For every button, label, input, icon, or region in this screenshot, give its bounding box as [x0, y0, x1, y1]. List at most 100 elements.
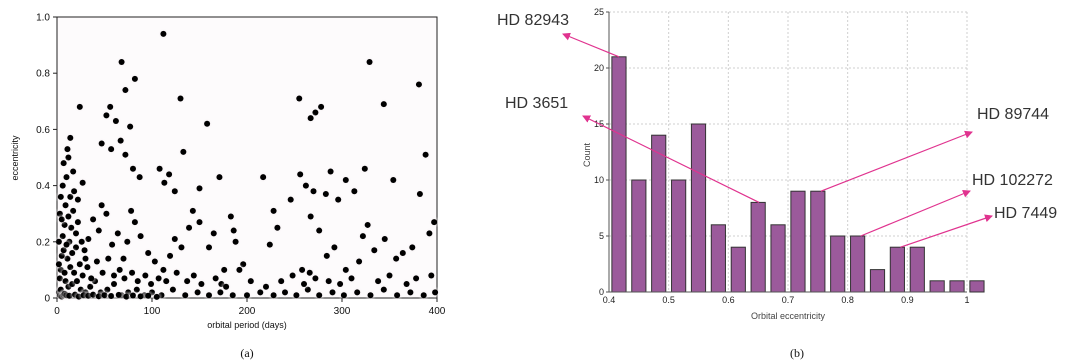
- scatter-x-axis-label: orbital period (days): [207, 320, 287, 330]
- scatter-point: [232, 238, 239, 245]
- scatter-point: [371, 247, 378, 254]
- scatter-point: [70, 168, 77, 175]
- scatter-point: [198, 280, 205, 287]
- histogram-bar: [790, 190, 806, 293]
- scatter-point: [322, 191, 329, 198]
- scatter-point: [403, 280, 410, 287]
- scatter-point: [156, 165, 163, 172]
- scatter-point: [116, 266, 123, 273]
- scatter-point: [117, 137, 124, 144]
- scatter-point: [78, 238, 85, 245]
- scatter-point: [236, 266, 243, 273]
- scatter-point: [196, 185, 203, 192]
- histogram-bar: [631, 179, 647, 293]
- scatter-point: [145, 250, 152, 257]
- histogram-y-axis-ticks: 0510152025: [594, 7, 609, 297]
- scatter-point: [121, 275, 128, 282]
- scatter-point: [93, 258, 100, 265]
- scatter-point: [348, 275, 355, 282]
- scatter-point: [356, 258, 363, 265]
- scatter-point: [55, 238, 62, 245]
- histogram-x-tick-label: 0.9: [901, 295, 914, 305]
- histogram-bar: [810, 190, 826, 293]
- scatter-y-tick-label: 0: [44, 294, 50, 305]
- scatter-point: [111, 280, 117, 287]
- scatter-point: [312, 275, 319, 282]
- scatter-point: [173, 269, 180, 276]
- scatter-point: [289, 272, 296, 279]
- scatter-point: [366, 58, 373, 65]
- scatter-point: [171, 188, 178, 195]
- annotation-arrow: [860, 189, 971, 237]
- scatter-point: [299, 266, 306, 273]
- scatter-point: [112, 117, 119, 124]
- scatter-point: [137, 293, 144, 300]
- scatter-point: [270, 207, 277, 214]
- scatter-x-axis-ticks: 0 100 200 300 400: [54, 298, 446, 317]
- scatter-point: [128, 207, 135, 214]
- histogram-y-tick-label: 10: [594, 175, 604, 185]
- scatter-point: [307, 213, 314, 220]
- scatter-point: [399, 250, 406, 257]
- scatter-point: [65, 213, 72, 220]
- scatter-point: [206, 292, 212, 299]
- scatter-point: [221, 266, 228, 273]
- scatter-point: [302, 182, 309, 189]
- histogram-bar: [869, 269, 886, 293]
- scatter-point: [55, 261, 62, 268]
- scatter-point: [120, 255, 127, 262]
- scatter-point: [60, 160, 67, 167]
- scatter-point: [136, 174, 143, 181]
- scatter-point: [210, 230, 217, 237]
- scatter-point: [99, 269, 106, 276]
- histogram-y-axis-label: Count: [582, 143, 592, 168]
- scatter-point: [151, 258, 158, 265]
- scatter-point: [76, 103, 83, 110]
- annotation-label: HD 82943: [497, 12, 569, 29]
- scatter-point: [131, 219, 138, 226]
- scatter-point: [107, 103, 114, 110]
- histogram-x-tick-label: 0.7: [782, 295, 795, 305]
- scatter-point: [103, 112, 110, 119]
- annotation-arrow: [562, 32, 620, 58]
- scatter-point: [297, 171, 304, 178]
- scatter-point: [71, 269, 78, 276]
- scatter-point: [178, 244, 185, 251]
- histogram-y-tick-label: 5: [599, 231, 604, 241]
- scatter-point: [167, 252, 174, 259]
- scatter-point: [287, 196, 294, 203]
- scatter-point: [325, 278, 332, 285]
- histogram-y-tick-label: 0: [599, 287, 604, 297]
- histogram-bar: [909, 246, 925, 293]
- histogram-x-tick-label: 0.6: [722, 295, 735, 305]
- histogram-bar: [710, 224, 726, 293]
- scatter-point: [331, 244, 338, 251]
- scatter-point: [386, 272, 393, 279]
- scatter-point: [108, 146, 115, 153]
- scatter-point: [59, 182, 66, 189]
- scatter-point: [204, 120, 211, 127]
- scatter-point: [361, 165, 368, 172]
- annotation-arrow: [900, 214, 993, 248]
- histogram-x-tick-label: 0.4: [603, 295, 616, 305]
- scatter-point: [124, 238, 131, 245]
- scatter-point: [316, 292, 323, 299]
- scatter-point: [206, 244, 212, 251]
- scatter-point: [316, 227, 323, 234]
- scatter-point: [69, 250, 76, 257]
- scatter-x-tick-label: 300: [334, 306, 351, 317]
- caption-a: (a): [240, 346, 253, 360]
- scatter-point: [161, 179, 168, 186]
- scatter-point: [394, 292, 401, 299]
- scatter-point: [71, 188, 78, 195]
- histogram-bar: [730, 246, 746, 293]
- scatter-point: [413, 275, 420, 282]
- scatter-point: [416, 191, 423, 198]
- scatter-point: [381, 235, 388, 242]
- scatter-point: [390, 176, 397, 183]
- scatter-point: [64, 146, 71, 153]
- scatter-point: [182, 292, 189, 299]
- scatter-point: [293, 292, 300, 299]
- scatter-point: [196, 219, 203, 226]
